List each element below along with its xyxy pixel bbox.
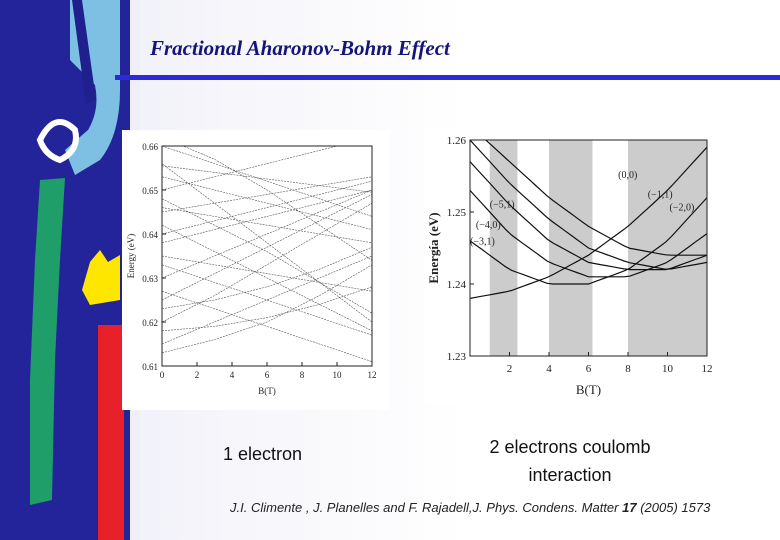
series-line-19	[162, 246, 372, 310]
y-tick-label-3: 1.26	[447, 135, 467, 147]
chart-two-electrons: 2 4 6 8 10 12 1.23 1.24 1.25 1.26 B(T) Energía (eV)…	[426, 135, 713, 397]
x-tick-label-1: 4	[546, 363, 552, 375]
citation: J.I. Climente , J. Planelles and F. Raja…	[230, 500, 710, 515]
series-line-11	[162, 255, 372, 292]
y-tick-label-3: 0.64	[142, 230, 158, 240]
series-line-15	[162, 255, 372, 345]
caption-two-electrons: 2 electrons coulomb interaction	[470, 433, 670, 489]
x-tick-label-0: 0	[160, 370, 165, 380]
sidebar-red-band	[98, 325, 124, 540]
series-line-4	[470, 140, 707, 270]
x-axis-label: B(T)	[576, 382, 601, 397]
sidebar-yellow-star	[82, 250, 120, 305]
series-line-18	[162, 264, 372, 336]
series-line-14	[162, 286, 372, 332]
series-line-7	[162, 163, 372, 323]
chart-panel-left: 0 2 4 6 8 10 12 0.61 0.62 0.63 0.64 0.65 0.66 B(T) Ene…	[122, 130, 390, 410]
series-line-21	[162, 264, 372, 354]
y-axis-label: Energy (eV)	[126, 234, 136, 279]
state-label-0: (0,0)	[618, 170, 637, 181]
x-tick-label-5: 12	[702, 363, 713, 375]
x-tick-label-2: 4	[230, 370, 235, 380]
series-group	[470, 140, 707, 299]
y-tick-label-5: 0.66	[142, 142, 158, 152]
citation-rest: (2005) 1573	[636, 500, 711, 515]
x-tick-label-2: 6	[586, 363, 592, 375]
series-line-3	[162, 180, 372, 235]
caption-two-electrons-line1: 2 electrons coulomb	[489, 437, 651, 457]
y-tick-label-0: 1.23	[447, 351, 467, 363]
series-line-1	[470, 197, 707, 285]
y-axis-label: Energía (eV)	[426, 212, 441, 283]
citation-authors: J.I. Climente , J. Planelles and F. Raja…	[230, 500, 623, 515]
y-tick-label-1: 0.62	[142, 318, 158, 328]
series-line-20	[162, 207, 372, 244]
series-line-17	[162, 176, 372, 230]
series-group	[162, 146, 372, 362]
state-label-3: (−5,1)	[490, 200, 515, 211]
state-label-4: (−4,0)	[476, 220, 501, 231]
x-tick-label-4: 10	[662, 363, 674, 375]
y-tick-label-1: 1.24	[447, 279, 467, 291]
x-tick-label-3: 8	[625, 363, 631, 375]
series-line-10	[162, 202, 372, 323]
series-line-6	[162, 198, 372, 314]
caption-two-electrons-line2: interaction	[528, 465, 612, 485]
y-tick-label-2: 0.63	[142, 274, 158, 284]
decorative-sidebar	[0, 0, 140, 540]
shaded-band-1	[549, 140, 593, 356]
x-tick-label-4: 8	[300, 370, 305, 380]
x-axis-label: B(T)	[258, 386, 276, 396]
slide-title: Fractional Aharonov-Bohm Effect	[150, 36, 450, 60]
sidebar-blue-stripe	[72, 0, 96, 104]
state-label-1: (−1,1)	[648, 190, 673, 201]
shaded-band-0	[489, 140, 518, 356]
caption-one-electron: 1 electron	[222, 444, 303, 464]
series-line-1	[162, 146, 339, 191]
series-line-12	[162, 224, 372, 332]
x-tick-label-3: 6	[265, 370, 270, 380]
chart-panel-right: 2 4 6 8 10 12 1.23 1.24 1.25 1.26 B(T) Energía (eV)…	[425, 128, 715, 405]
series-line-4	[162, 146, 372, 217]
title-underline	[115, 75, 780, 80]
series-line-2	[162, 176, 372, 213]
chart-one-electron: 0 2 4 6 8 10 12 0.61 0.62 0.63 0.64 0.65 0.66 B(T) Ene…	[126, 142, 377, 396]
series-line-5	[182, 146, 372, 261]
state-label-5: (−3,1)	[470, 236, 495, 247]
series-line-8	[162, 189, 372, 279]
x-tick-label-5: 10	[333, 370, 343, 380]
y-tick-label-4: 0.65	[142, 186, 158, 196]
x-tick-label-0: 2	[507, 363, 513, 375]
y-tick-label-2: 1.25	[447, 207, 467, 219]
state-label-2: (−2,0)	[669, 203, 694, 214]
series-line-0	[470, 146, 707, 299]
series-line-2	[470, 189, 707, 278]
sidebar-green-band	[30, 178, 65, 505]
x-tick-label-1: 2	[195, 370, 200, 380]
series-line-5	[484, 140, 707, 256]
series-line-16	[162, 189, 372, 244]
series-line-0	[162, 165, 372, 193]
x-tick-label-6: 12	[368, 370, 377, 380]
y-tick-label-0: 0.61	[142, 362, 158, 372]
sidebar-white-swirl	[36, 119, 79, 164]
citation-volume: 17	[622, 500, 637, 515]
series-line-9	[162, 194, 372, 301]
shaded-band-2	[628, 140, 707, 356]
series-line-13	[162, 290, 372, 362]
